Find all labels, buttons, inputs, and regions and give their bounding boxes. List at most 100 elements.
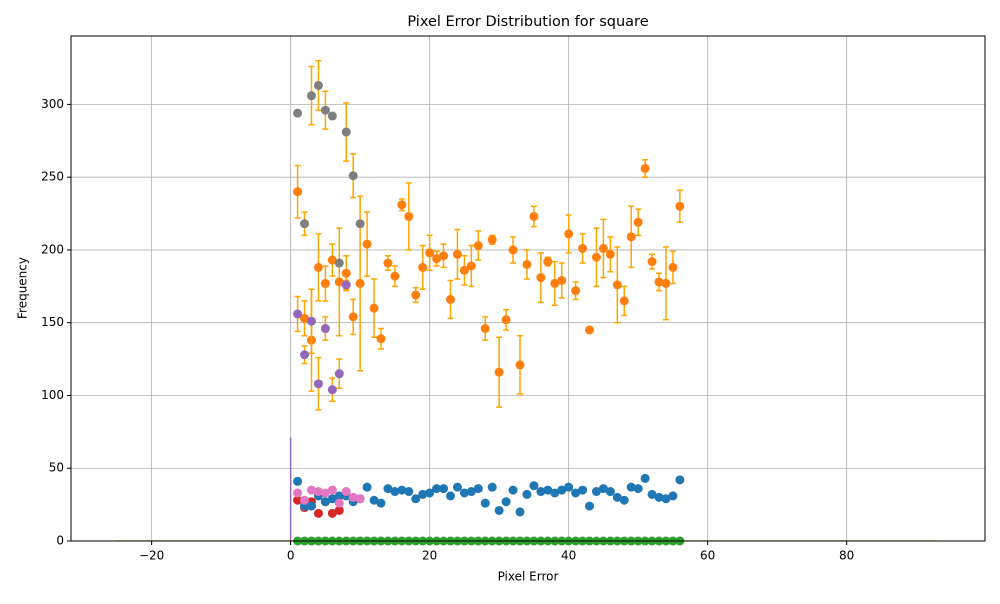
y-tick-label: 50 xyxy=(49,461,64,475)
y-tick-label: 200 xyxy=(41,242,64,256)
point xyxy=(341,487,351,497)
point xyxy=(480,324,490,334)
point xyxy=(452,249,462,259)
point xyxy=(466,261,476,271)
point xyxy=(446,491,456,501)
point xyxy=(334,258,344,268)
point xyxy=(327,508,337,518)
point xyxy=(404,487,414,497)
point xyxy=(564,482,574,492)
x-tick-label: 40 xyxy=(561,549,576,563)
point xyxy=(439,484,449,494)
point xyxy=(612,280,622,290)
point xyxy=(418,262,428,272)
point xyxy=(300,313,310,323)
point xyxy=(585,501,595,511)
point xyxy=(320,324,330,334)
point xyxy=(397,485,407,495)
point xyxy=(313,508,323,518)
point xyxy=(390,271,400,281)
point xyxy=(668,262,678,272)
point xyxy=(293,476,303,486)
point xyxy=(439,251,449,261)
point xyxy=(320,488,330,498)
point xyxy=(515,360,525,370)
point xyxy=(640,163,650,173)
point xyxy=(612,492,622,502)
y-tick-label: 150 xyxy=(41,315,64,329)
point xyxy=(578,485,588,495)
point xyxy=(515,507,525,517)
point xyxy=(633,217,643,227)
point xyxy=(376,498,386,508)
point xyxy=(306,485,316,495)
point xyxy=(508,245,518,255)
point xyxy=(320,105,330,115)
x-axis-label: Pixel Error xyxy=(498,570,559,584)
chart-title: Pixel Error Distribution for square xyxy=(407,14,648,30)
point xyxy=(564,229,574,239)
y-tick-label: 0 xyxy=(56,534,64,548)
point xyxy=(598,484,608,494)
y-tick-label: 100 xyxy=(41,388,64,402)
point xyxy=(647,489,657,499)
point xyxy=(369,303,379,313)
point xyxy=(619,296,629,306)
point xyxy=(647,257,657,267)
x-tick-label: 80 xyxy=(839,549,854,563)
point xyxy=(397,200,407,210)
point xyxy=(320,278,330,288)
point xyxy=(313,487,323,497)
point xyxy=(293,495,303,505)
point xyxy=(355,494,365,504)
point xyxy=(494,367,504,377)
point xyxy=(306,91,316,101)
point xyxy=(383,258,393,268)
x-tick-label: 60 xyxy=(700,549,715,563)
y-tick-label: 250 xyxy=(41,170,64,184)
point xyxy=(661,278,671,288)
point xyxy=(508,485,518,495)
point xyxy=(571,488,581,498)
point xyxy=(341,280,351,290)
point xyxy=(473,241,483,251)
point xyxy=(571,286,581,296)
point xyxy=(341,268,351,278)
point xyxy=(452,482,462,492)
point xyxy=(362,482,372,492)
point xyxy=(306,316,316,326)
point xyxy=(362,239,372,249)
point xyxy=(543,485,553,495)
point xyxy=(313,80,323,90)
point xyxy=(320,497,330,507)
point xyxy=(480,498,490,508)
point xyxy=(459,265,469,275)
point xyxy=(404,211,414,221)
point xyxy=(640,473,650,483)
point xyxy=(300,219,310,229)
x-tick-label: 0 xyxy=(287,549,295,563)
point xyxy=(432,484,442,494)
point xyxy=(626,232,636,242)
point xyxy=(459,488,469,498)
point xyxy=(425,488,435,498)
point xyxy=(327,255,337,265)
point xyxy=(418,489,428,499)
point xyxy=(578,243,588,253)
point xyxy=(293,309,303,319)
point xyxy=(550,488,560,498)
point xyxy=(348,171,358,181)
point xyxy=(487,235,497,245)
point xyxy=(591,487,601,497)
y-tick-label: 300 xyxy=(41,97,64,111)
point xyxy=(293,187,303,197)
point xyxy=(369,495,379,505)
point xyxy=(605,249,615,259)
point xyxy=(598,243,608,253)
point xyxy=(668,491,678,501)
point xyxy=(591,252,601,262)
point xyxy=(473,484,483,494)
point xyxy=(334,277,344,287)
point xyxy=(293,488,303,498)
